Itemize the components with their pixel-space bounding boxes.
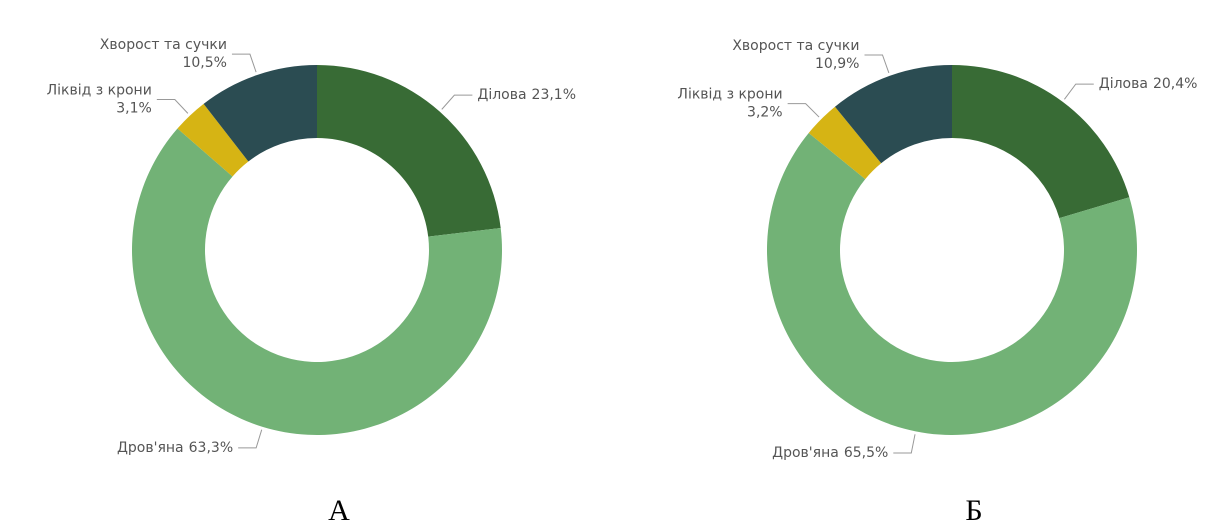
leader-line — [1064, 83, 1094, 100]
slice — [132, 128, 502, 436]
slice-label-name: Ліквід з крони — [677, 87, 782, 103]
leader-line — [238, 429, 263, 449]
slice-value-label: 63,3% — [189, 440, 233, 456]
slice-label-name: Ліквід з крони — [47, 83, 152, 99]
slice-label-name: Дров'яна — [117, 440, 184, 456]
slice-label-name: Дров'яна — [772, 445, 839, 461]
slice-value-label: 3,2% — [747, 105, 783, 121]
slice-value-label: 20,4% — [1153, 76, 1197, 92]
slice-value-label: 65,5% — [844, 445, 888, 461]
slice — [177, 103, 249, 177]
slice — [952, 65, 1130, 219]
slice-value-label: 23,1% — [532, 87, 576, 103]
slice-label: Дров'яна 65,5% — [772, 445, 888, 461]
slice — [766, 132, 1137, 435]
leader-line — [864, 54, 890, 74]
slice — [834, 65, 952, 164]
slice-value-label: 10,5% — [182, 55, 226, 71]
leader-line — [231, 53, 257, 73]
slice-label: Дров'яна 63,3% — [117, 440, 233, 456]
chart-caption: А — [328, 494, 350, 527]
leader-line — [893, 434, 916, 454]
slice-label: Ділова 23,1% — [477, 87, 576, 103]
slice-label: Ділова 20,4% — [1099, 76, 1198, 92]
leader-line — [156, 99, 189, 114]
chart-caption: Б — [965, 494, 982, 527]
slice-label-name: Хворост та сучки — [100, 37, 227, 53]
leader-line — [787, 103, 820, 118]
slice — [808, 106, 882, 180]
slice-value-label: 10,9% — [815, 56, 859, 72]
slice-value-label: 3,1% — [116, 101, 152, 117]
slice-label-name: Хворост та сучки — [732, 38, 859, 54]
slice — [317, 65, 501, 237]
slice-label-name: Ділова — [477, 87, 526, 103]
slice — [203, 65, 317, 162]
slice-label-name: Ділова — [1099, 76, 1148, 92]
leader-line — [441, 94, 473, 110]
